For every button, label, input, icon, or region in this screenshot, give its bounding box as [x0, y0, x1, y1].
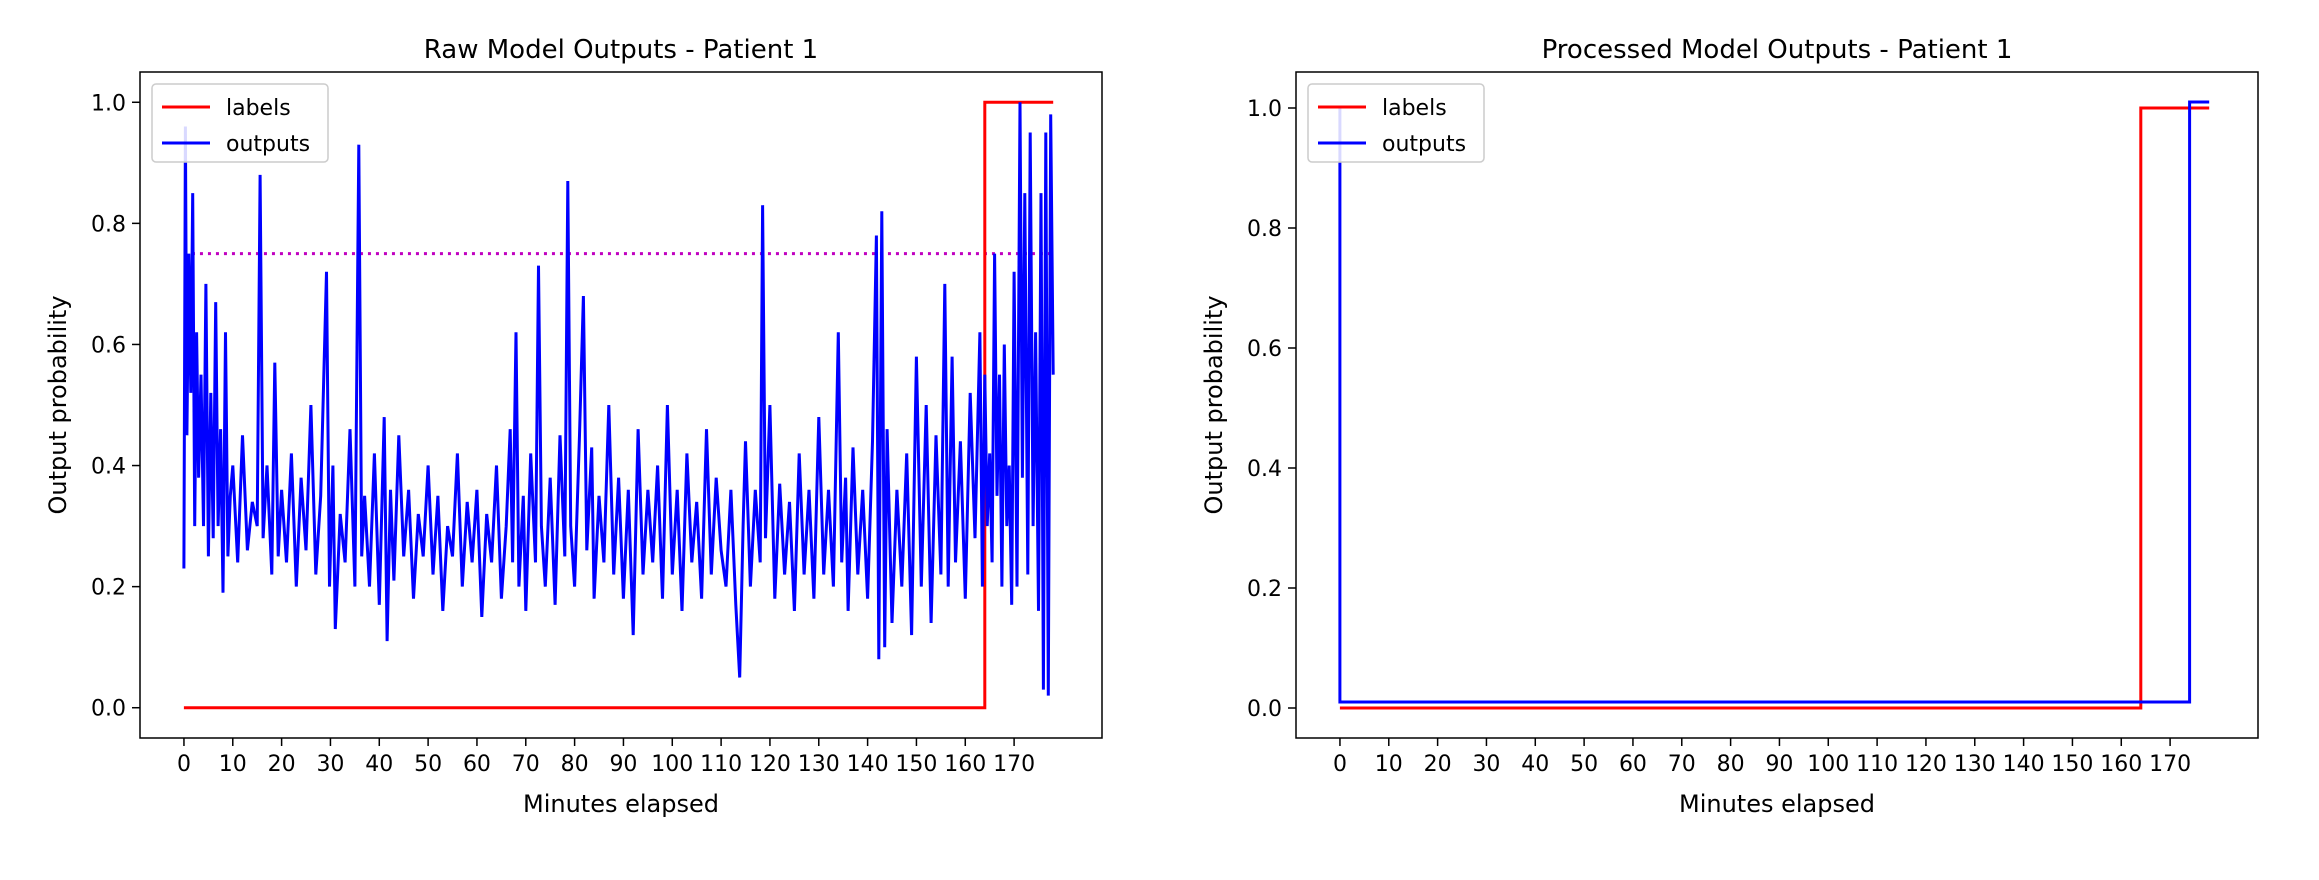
x-tick-label: 0	[177, 752, 191, 777]
legend-label-labels: labels	[226, 96, 291, 121]
x-tick-label: 160	[944, 752, 986, 777]
chart-panel-1: Raw Model Outputs - Patient 1 Minutes ela…	[44, 35, 1103, 818]
x-tick-label: 80	[561, 752, 589, 777]
series-line-labels	[1339, 106, 2210, 710]
legend-label-outputs: outputs	[1382, 132, 1466, 157]
y-tick-label: 1.0	[1247, 97, 1282, 122]
x-tick-label: 100	[651, 752, 693, 777]
x-tick-label: 30	[316, 752, 344, 777]
x-tick-label: 110	[700, 752, 742, 777]
legend: labels outputs	[151, 83, 329, 163]
x-tick-label: 10	[1375, 752, 1403, 777]
chart-title: Raw Model Outputs - Patient 1	[424, 35, 818, 65]
y-tick-label: 0.4	[91, 455, 126, 480]
plot-frame	[139, 71, 1103, 739]
legend-label-outputs: outputs	[226, 132, 310, 157]
y-tick-label: 0.2	[1247, 577, 1282, 602]
x-tick-label: 50	[1570, 752, 1598, 777]
series-line-outputs	[1338, 100, 2210, 704]
x-tick-label: 140	[847, 752, 889, 777]
x-tick-label: 130	[1954, 752, 1996, 777]
x-axis-label: Minutes elapsed	[523, 790, 719, 818]
x-tick-label: 80	[1717, 752, 1745, 777]
y-tick-label: 0.8	[1247, 217, 1282, 242]
x-tick-label: 130	[798, 752, 840, 777]
x-tick-label: 120	[749, 752, 791, 777]
plot-frame	[1295, 71, 2259, 739]
x-tick-label: 40	[365, 752, 393, 777]
x-tick-label: 90	[1765, 752, 1793, 777]
x-tick-label: 150	[895, 752, 937, 777]
x-tick-label: 160	[2100, 752, 2142, 777]
x-tick-label: 0	[1333, 752, 1347, 777]
x-axis-label: Minutes elapsed	[1679, 790, 1875, 818]
x-tick-label: 90	[609, 752, 637, 777]
x-tick-label: 60	[1619, 752, 1647, 777]
x-tick-label: 70	[512, 752, 540, 777]
y-tick-label: 1.0	[91, 91, 126, 116]
legend: labels outputs	[1307, 83, 1485, 163]
x-tick-label: 120	[1905, 752, 1947, 777]
x-tick-label: 100	[1807, 752, 1849, 777]
x-tick-label: 20	[1424, 752, 1452, 777]
legend-label-labels: labels	[1382, 96, 1447, 121]
series-line-labels	[183, 100, 1054, 710]
y-tick-label: 0.6	[91, 333, 126, 358]
x-tick-label: 60	[463, 752, 491, 777]
x-tick-label: 110	[1856, 752, 1898, 777]
y-axis-label: Output probability	[1200, 295, 1228, 514]
chart-panel-2: Processed Model Outputs - Patient 1 Minut…	[1200, 35, 2259, 818]
x-tick-label: 20	[268, 752, 296, 777]
x-tick-label: 40	[1521, 752, 1549, 777]
y-axis-label: Output probability	[44, 295, 72, 514]
y-tick-label: 0.0	[91, 697, 126, 722]
x-tick-label: 70	[1668, 752, 1696, 777]
y-tick-label: 0.6	[1247, 337, 1282, 362]
x-tick-label: 170	[993, 752, 1035, 777]
x-tick-label: 140	[2003, 752, 2045, 777]
y-tick-label: 0.4	[1247, 457, 1282, 482]
y-tick-label: 0.8	[91, 212, 126, 237]
y-tick-label: 0.0	[1247, 697, 1282, 722]
x-tick-label: 10	[219, 752, 247, 777]
x-tick-label: 50	[414, 752, 442, 777]
chart-title: Processed Model Outputs - Patient 1	[1542, 35, 2013, 65]
y-tick-label: 0.2	[91, 576, 126, 601]
x-tick-label: 150	[2051, 752, 2093, 777]
series-line-outputs	[182, 102, 1055, 696]
x-tick-label: 170	[2149, 752, 2191, 777]
x-tick-label: 30	[1472, 752, 1500, 777]
